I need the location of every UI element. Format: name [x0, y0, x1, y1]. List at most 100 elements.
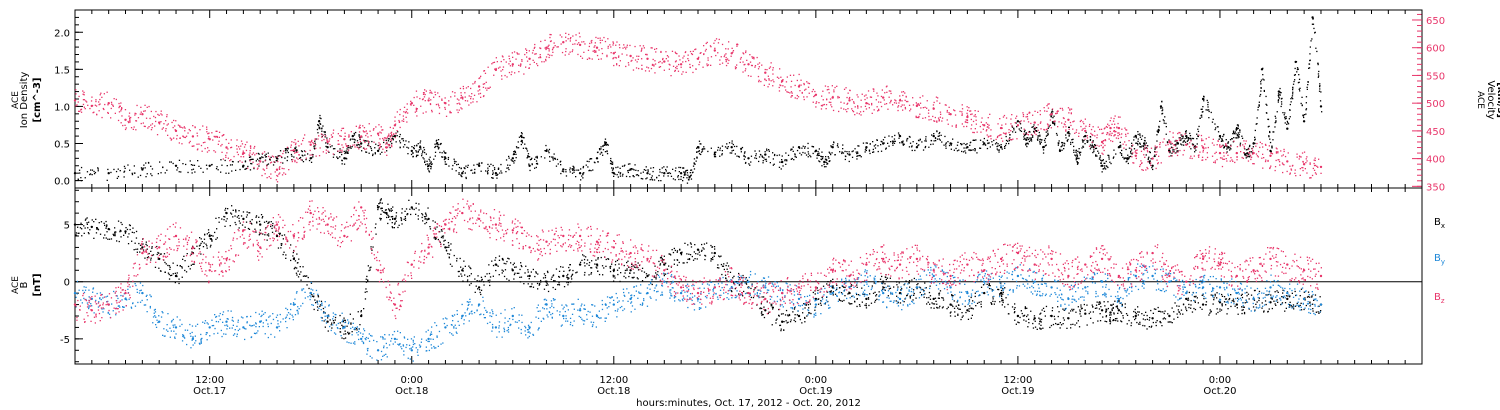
velocity-sample	[596, 54, 599, 57]
velocity-sample	[731, 47, 733, 49]
velocity-sample	[240, 145, 242, 147]
velocity-sample	[709, 45, 712, 47]
velocity-sample	[382, 137, 384, 140]
ion-density-sample	[397, 131, 399, 133]
ion-density-sample	[1076, 155, 1079, 157]
bx-sample	[466, 275, 469, 278]
velocity-sample	[601, 39, 603, 41]
ion-density-sample	[1190, 148, 1192, 150]
ion-density-sample	[893, 140, 895, 142]
velocity-sample	[200, 144, 203, 147]
velocity-sample	[533, 61, 535, 63]
velocity-sample	[721, 62, 724, 64]
velocity-sample	[1202, 149, 1204, 152]
velocity-sample	[742, 52, 744, 54]
velocity-sample	[719, 63, 721, 65]
ion-density-sample	[1291, 95, 1294, 97]
velocity-sample	[1313, 159, 1315, 161]
ion-density-sample	[652, 170, 654, 173]
velocity-sample	[643, 47, 645, 49]
ion-density-sample	[1210, 111, 1212, 114]
ion-density-sample	[265, 153, 267, 155]
ion-density-sample	[845, 155, 847, 158]
bx-sample	[365, 288, 367, 290]
ion-density-sample	[582, 173, 584, 176]
ion-density-sample	[1292, 91, 1294, 93]
bx-sample	[136, 248, 139, 250]
velocity-sample	[971, 113, 973, 115]
ion-density-sample	[1269, 138, 1271, 140]
ion-density-point	[915, 146, 919, 149]
velocity-sample	[587, 49, 590, 51]
ion-density-sample	[688, 177, 690, 179]
velocity-sample	[789, 92, 791, 94]
bx-sample	[117, 220, 120, 222]
ion-density-sample	[500, 170, 502, 172]
velocity-sample	[1110, 134, 1112, 137]
ion-density-sample	[1234, 131, 1237, 133]
ion-density-point	[1075, 157, 1079, 160]
velocity-sample	[1000, 134, 1002, 136]
ion-density-sample	[1316, 50, 1318, 53]
velocity-sample	[1014, 122, 1016, 124]
velocity-sample	[606, 55, 608, 58]
ion-density-sample	[275, 160, 277, 162]
panel1-frame	[74, 9, 1423, 189]
ion-density-sample	[821, 157, 824, 160]
ion-density-sample	[513, 162, 515, 164]
velocity-sample	[1157, 163, 1159, 165]
velocity-sample	[328, 140, 330, 142]
velocity-sample	[1309, 177, 1311, 179]
ion-density-sample	[1272, 139, 1274, 141]
bx-sample	[442, 235, 445, 237]
velocity-sample	[124, 128, 127, 131]
ion-density-sample	[785, 152, 787, 154]
velocity-sample	[617, 56, 620, 58]
velocity-sample	[240, 156, 242, 158]
ion-density-sample	[375, 143, 377, 145]
ion-density-point	[1067, 131, 1070, 134]
bx-sample	[227, 208, 229, 210]
velocity-sample	[915, 116, 917, 119]
velocity-sample	[362, 139, 365, 141]
ion-density-sample	[602, 145, 604, 147]
ion-density-sample	[589, 158, 591, 160]
ion-density-sample	[490, 163, 492, 165]
velocity-sample	[926, 100, 928, 102]
velocity-point	[1269, 154, 1272, 157]
velocity-sample	[137, 117, 140, 119]
ion-density-sample	[994, 143, 997, 145]
velocity-sample	[1194, 147, 1196, 149]
ion-density-sample	[1025, 133, 1027, 135]
velocity-sample	[291, 160, 293, 163]
ion-density-sample	[1104, 167, 1106, 169]
ion-density-sample	[908, 135, 911, 138]
ion-density-sample	[1016, 126, 1018, 128]
velocity-sample	[1216, 144, 1218, 146]
bx-sample	[366, 275, 368, 278]
velocity-sample	[1225, 158, 1227, 160]
velocity-sample	[1275, 152, 1278, 154]
velocity-sample	[184, 136, 187, 139]
ion-density-sample	[1158, 129, 1160, 131]
velocity-sample	[454, 95, 456, 97]
ion-density-sample	[1096, 155, 1098, 157]
bx-sample	[360, 311, 362, 313]
bx-point	[511, 269, 514, 272]
ion-density-sample	[1084, 143, 1086, 145]
velocity-sample	[986, 134, 988, 136]
velocity-sample	[80, 108, 83, 110]
bx-sample	[144, 257, 146, 259]
velocity-sample	[961, 108, 964, 110]
velocity-sample	[480, 75, 482, 77]
ion-density-sample	[826, 163, 828, 165]
ion-density-sample	[1150, 158, 1152, 160]
velocity-sample	[756, 56, 758, 59]
ion-density-sample	[1292, 93, 1294, 95]
velocity-sample	[82, 90, 84, 92]
ion-density-sample	[938, 138, 940, 140]
velocity-sample	[828, 101, 830, 103]
velocity-sample	[101, 96, 103, 98]
ion-density-sample	[286, 150, 288, 152]
velocity-sample	[390, 132, 392, 134]
